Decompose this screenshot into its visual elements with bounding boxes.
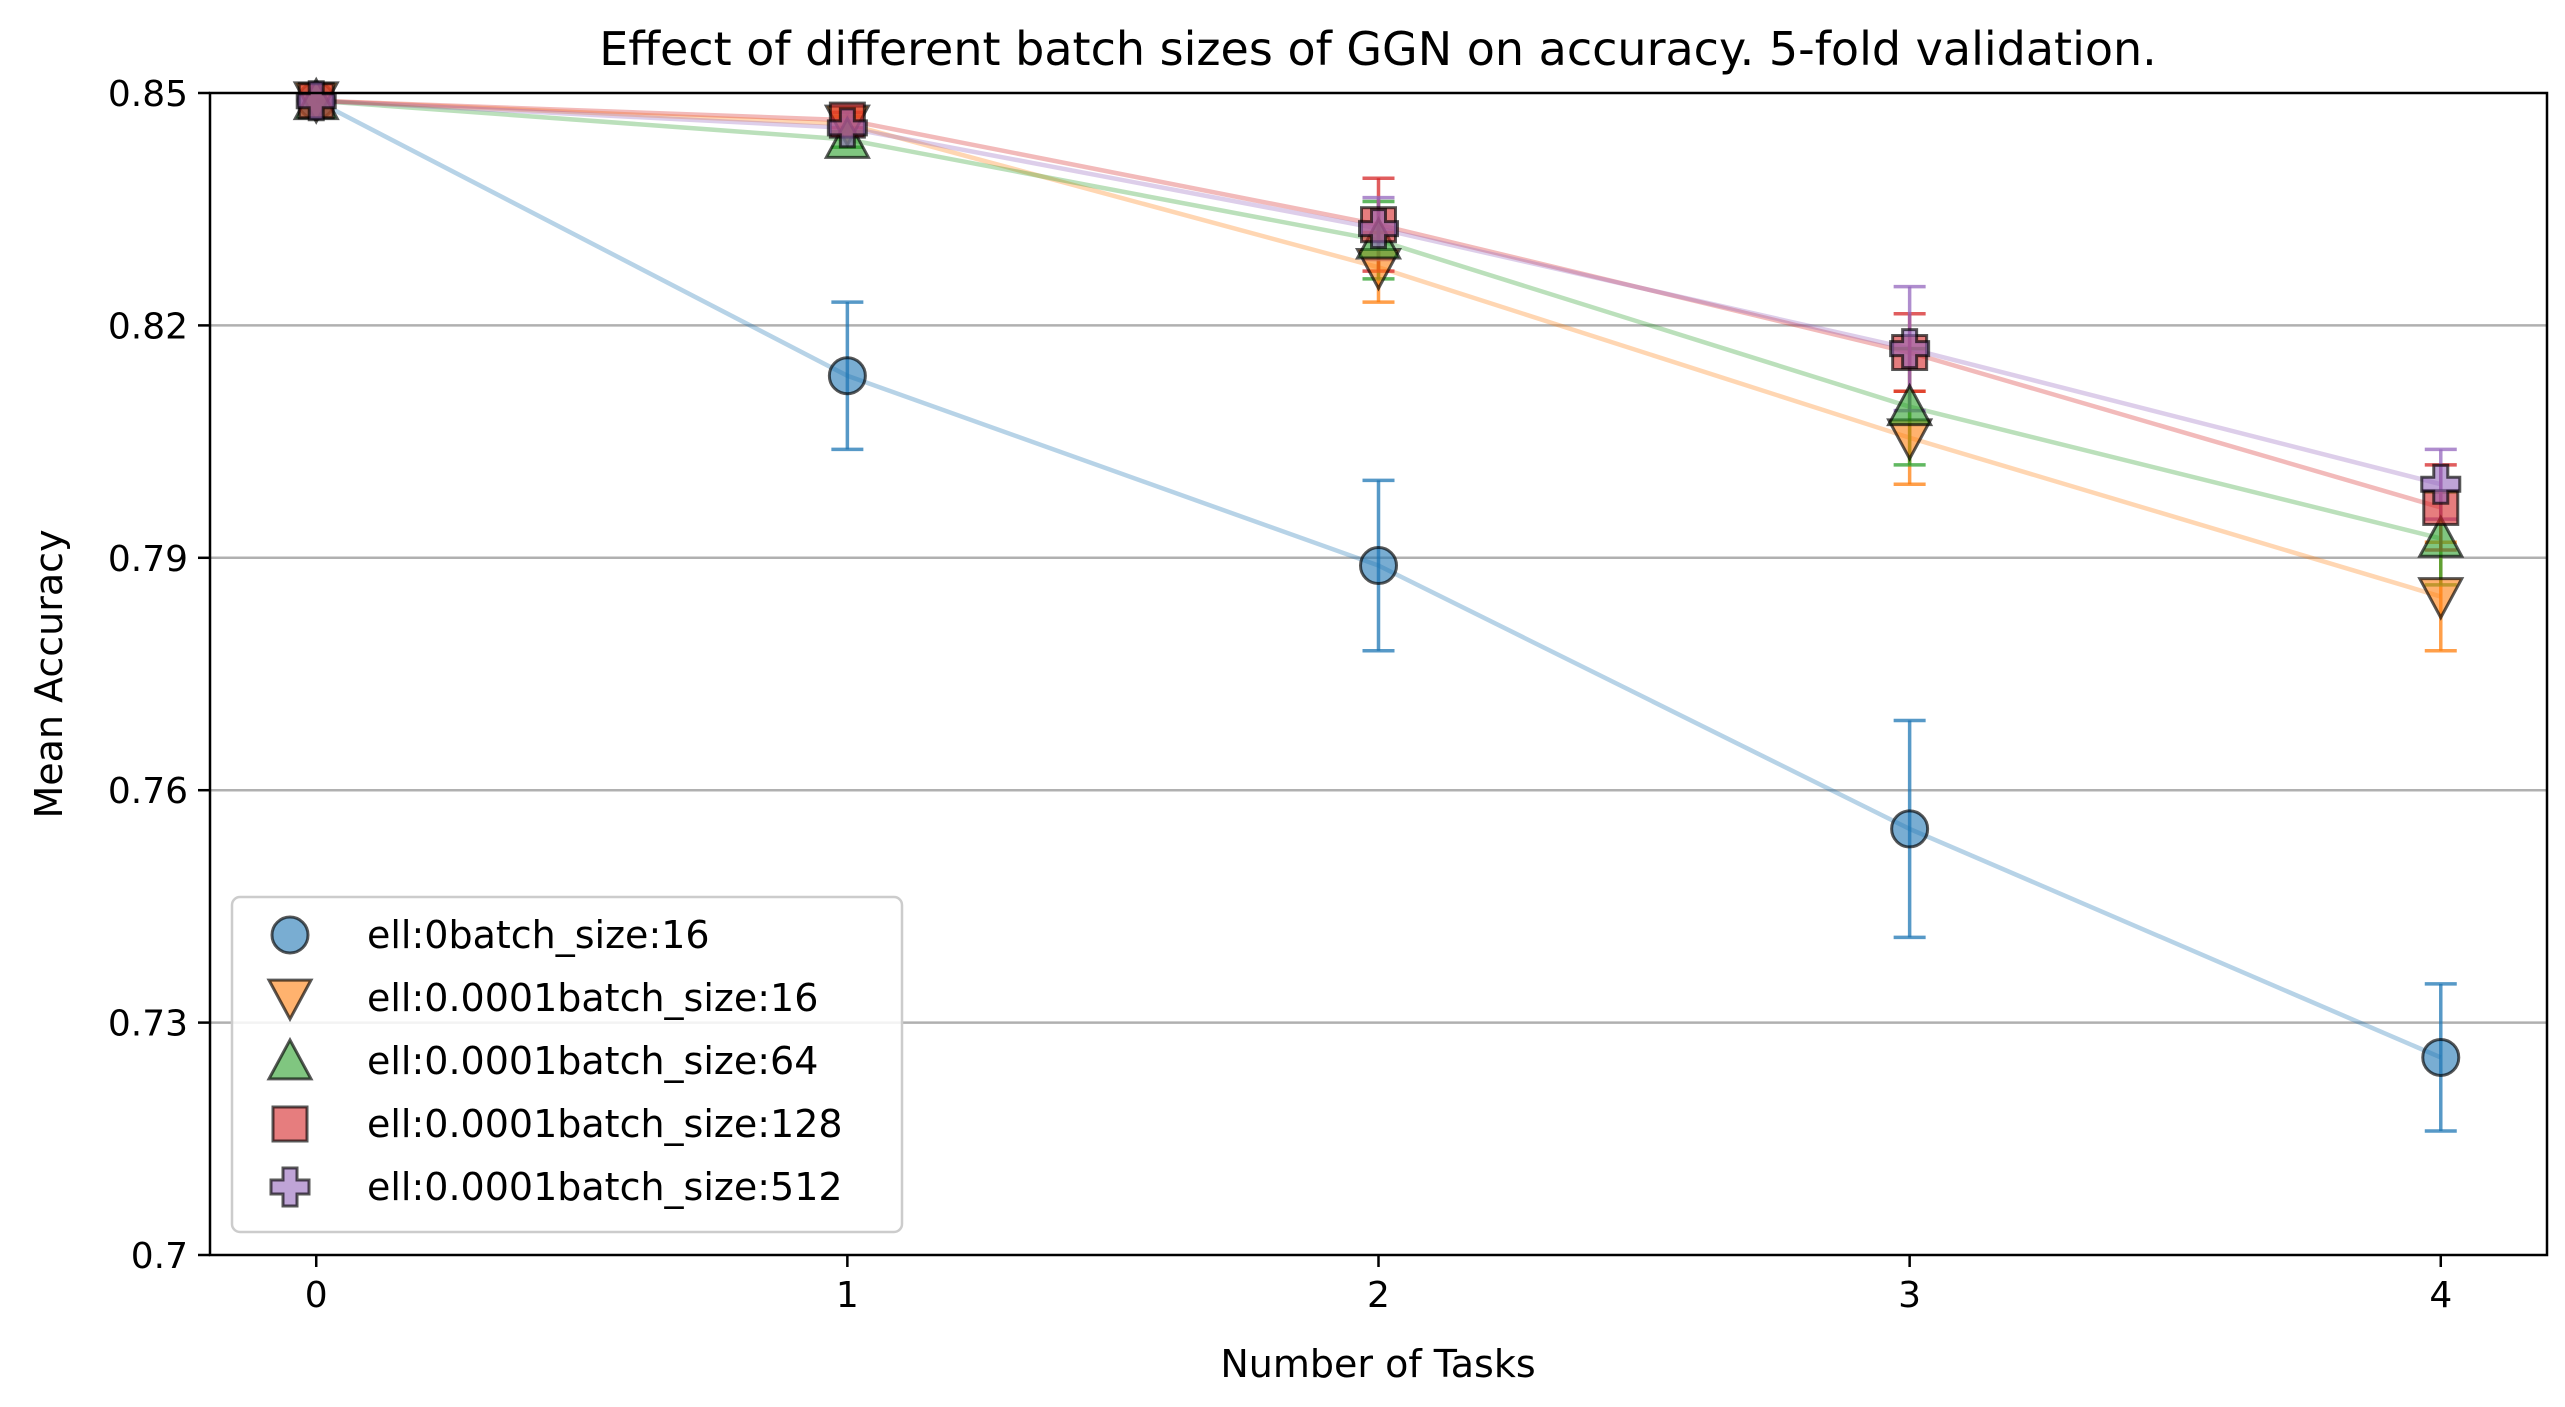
legend-label: ell:0batch_size:16 — [367, 913, 710, 957]
legend: ell:0batch_size:16 ell:0.0001batch_size:1… — [230, 895, 904, 1234]
data-point — [2421, 1037, 2461, 1077]
x-tick-label: 4 — [2429, 1275, 2452, 1316]
legend-marker — [271, 1105, 309, 1143]
legend-label: ell:0.0001batch_size:64 — [367, 1039, 818, 1083]
x-axis-label: Number of Tasks — [1220, 1342, 1535, 1386]
x-tick-label: 1 — [836, 1275, 859, 1316]
data-point — [2417, 577, 2465, 621]
x-tick-label: 0 — [305, 1275, 328, 1316]
y-tick-label: 0.7 — [131, 1236, 188, 1277]
y-axis-label: Mean Accuracy — [27, 529, 71, 818]
legend-marker — [270, 915, 310, 955]
legend-label: ell:0.0001batch_size:512 — [367, 1165, 843, 1209]
data-point — [1886, 382, 1934, 427]
legend-marker — [269, 1166, 311, 1208]
data-point — [1358, 208, 1399, 250]
data-point — [1359, 546, 1398, 586]
legend-box — [230, 895, 904, 1234]
data-point — [2417, 514, 2465, 558]
y-axis-ticks: 0.7 0.73 0.76 0.79 0.82 0.85 — [108, 74, 210, 1277]
x-tick-label: 2 — [1367, 1275, 1390, 1316]
x-axis-ticks: 0 1 2 3 4 — [305, 1255, 2452, 1316]
data-point — [827, 356, 867, 396]
data-point — [1889, 328, 1931, 370]
legend-label: ell:0.0001batch_size:16 — [367, 976, 818, 1020]
legend-label: ell:0.0001batch_size:128 — [367, 1102, 843, 1146]
x-tick-label: 3 — [1898, 1275, 1921, 1316]
chart-title: Effect of different batch sizes of GGN o… — [599, 22, 2157, 76]
data-point — [2420, 463, 2462, 505]
data-point — [826, 107, 868, 149]
y-tick-label: 0.76 — [108, 771, 188, 812]
y-tick-label: 0.73 — [108, 1004, 188, 1045]
data-point — [1890, 809, 1930, 849]
y-tick-label: 0.79 — [108, 539, 188, 580]
legend-marker — [266, 978, 314, 1023]
legend-marker — [266, 1036, 314, 1081]
y-tick-label: 0.82 — [108, 306, 188, 347]
y-tick-label: 0.85 — [108, 74, 188, 115]
